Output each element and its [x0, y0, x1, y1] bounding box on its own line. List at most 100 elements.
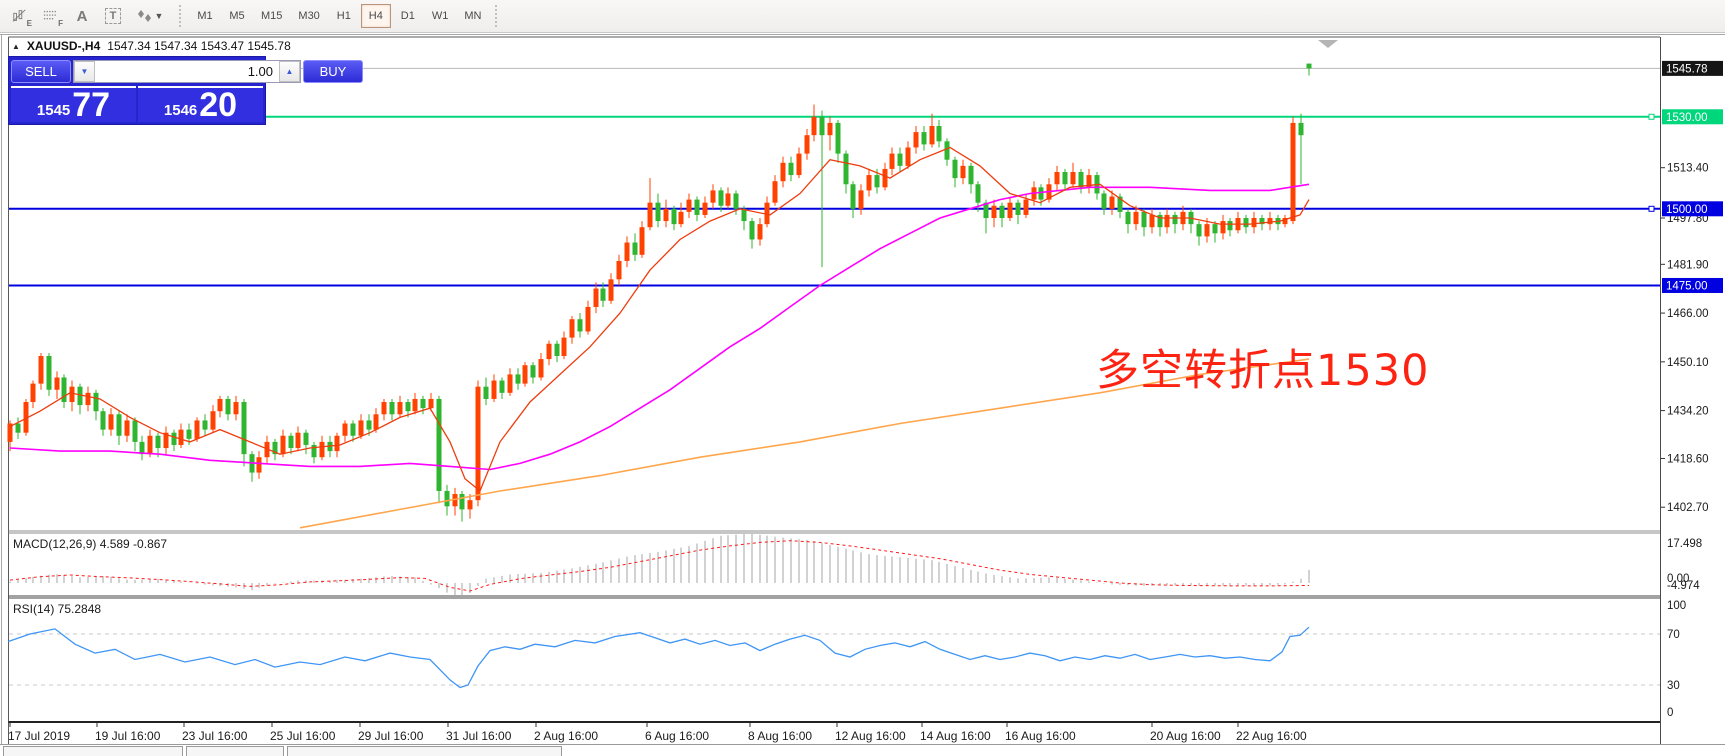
candle-body	[1023, 199, 1029, 215]
candle-body	[30, 383, 36, 403]
new-chart-expert-icon[interactable]: E	[6, 3, 34, 29]
macd-signal-line	[9, 540, 1310, 592]
timeframe-w1-button[interactable]: W1	[425, 4, 456, 28]
text-box-icon[interactable]: T	[99, 3, 127, 29]
price-badge-horizontal-line	[1662, 109, 1723, 125]
chart-tab[interactable]	[287, 746, 562, 756]
chart-text-annotation[interactable]: 多空转折点1530	[1096, 346, 1430, 396]
candle-body	[100, 411, 106, 430]
candle-body	[1117, 196, 1123, 212]
chart-shift-marker-icon[interactable]	[1318, 40, 1338, 48]
price-badge-current-price	[1662, 60, 1723, 76]
price-badge-horizontal-line	[1662, 277, 1723, 293]
volume-decrease-button[interactable]: ▼	[74, 61, 95, 82]
candle-body	[1259, 218, 1265, 225]
candle-body	[1149, 214, 1155, 228]
candle-body	[1212, 224, 1218, 234]
symbol-period-label: XAUUSD-,H4	[26, 39, 101, 53]
letter-t-glyph: T	[104, 8, 122, 24]
time-axis-label: 29 Jul 16:00	[358, 729, 424, 743]
candle-body	[147, 435, 153, 455]
rsi-axis-label: 100	[1667, 600, 1686, 612]
toolbar-separator	[179, 5, 181, 27]
candle-body	[342, 423, 348, 436]
price-axis-label: 1434.20	[1667, 406, 1709, 418]
line-handle[interactable]	[1648, 205, 1655, 212]
sell-price-display[interactable]: 1545 77	[11, 86, 136, 122]
collapse-triangle-icon[interactable]: ▲	[12, 41, 20, 51]
candle-body	[952, 159, 958, 179]
objects-arrows-icon[interactable]: ▼	[130, 3, 170, 29]
chart-tab[interactable]	[186, 746, 284, 756]
candle-body	[483, 386, 489, 399]
candle-body	[350, 423, 356, 436]
candle-body	[827, 122, 833, 136]
candle-body	[655, 202, 661, 222]
timeframe-d1-button[interactable]: D1	[393, 4, 423, 28]
candle-body	[93, 392, 99, 412]
candle-body	[694, 199, 700, 215]
candle-body	[132, 420, 138, 442]
candle-body	[1101, 193, 1107, 209]
candle-body	[1243, 218, 1249, 228]
candle-body	[780, 162, 786, 182]
candle-body	[69, 386, 75, 403]
candle-body	[1204, 224, 1210, 237]
timeframe-mn-button[interactable]: MN	[457, 4, 488, 28]
candle-body	[171, 432, 177, 445]
volume-increase-button[interactable]: ▲	[279, 61, 300, 82]
candle-body	[397, 402, 403, 415]
candle-body	[256, 457, 262, 473]
time-axis-label: 14 Aug 16:00	[920, 729, 991, 743]
sell-button[interactable]: SELL	[11, 60, 71, 83]
volume-input[interactable]	[95, 63, 279, 80]
price-badge-label: 1545.78	[1666, 63, 1708, 75]
candle-body	[991, 205, 997, 219]
candle-body	[46, 356, 52, 390]
candle-body	[850, 184, 856, 209]
candle-body	[1062, 171, 1068, 185]
time-axis-label: 12 Aug 16:00	[835, 729, 906, 743]
candle-body	[7, 423, 13, 442]
candle-body	[639, 227, 645, 255]
candle-body	[561, 337, 567, 357]
candle-body	[186, 429, 192, 439]
candle-body	[1251, 218, 1257, 228]
candle-body	[1054, 171, 1060, 185]
arrows-glyph	[137, 10, 151, 22]
price-axis-label: 1418.60	[1667, 453, 1709, 465]
candle-body	[944, 141, 950, 160]
text-label-icon[interactable]: A	[68, 3, 96, 29]
candle-body	[772, 181, 778, 203]
candle-body	[999, 205, 1005, 219]
timeframe-m5-button[interactable]: M5	[222, 4, 252, 28]
buy-price-display[interactable]: 1546 20	[138, 86, 263, 122]
candle-body	[678, 211, 684, 225]
timeframe-h1-button[interactable]: H1	[329, 4, 359, 28]
candle-body	[1282, 218, 1288, 225]
timeframe-h4-button[interactable]: H4	[360, 4, 391, 28]
price-badge-label: 1530.00	[1666, 112, 1708, 124]
candle-body	[108, 414, 114, 430]
buy-price-big-digits: 20	[199, 86, 238, 125]
candle-body	[241, 402, 247, 455]
timeframe-m30-button[interactable]: M30	[291, 4, 326, 28]
candle-body	[23, 402, 29, 433]
grid-f-icon[interactable]: F	[37, 3, 65, 29]
candle-body	[882, 168, 888, 188]
candle-body	[217, 398, 223, 412]
candle-body	[757, 224, 763, 240]
candle-body	[647, 202, 653, 228]
candle-body	[452, 494, 458, 507]
timeframe-m15-button[interactable]: M15	[254, 4, 289, 28]
candle-body	[889, 153, 895, 169]
line-handle[interactable]	[1648, 113, 1655, 120]
candles-glyph	[12, 9, 26, 22]
candle-body	[139, 441, 145, 455]
time-axis-label: 25 Jul 16:00	[270, 729, 336, 743]
timeframe-m1-button[interactable]: M1	[190, 4, 220, 28]
buy-button[interactable]: BUY	[303, 60, 363, 83]
chart-tab[interactable]	[3, 746, 183, 756]
candle-body	[710, 190, 716, 203]
